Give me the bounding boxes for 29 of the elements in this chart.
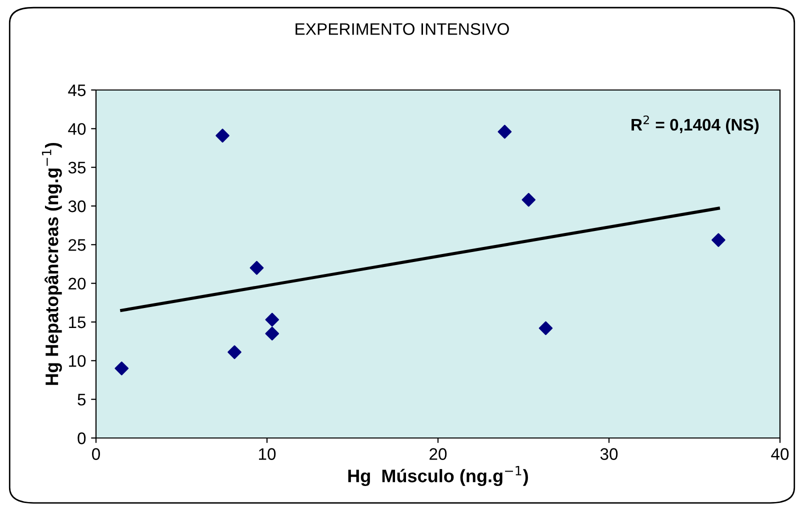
y-tick-label: 20 bbox=[68, 278, 86, 290]
x-tick-label: 0 bbox=[92, 448, 100, 460]
y-tick-label: 45 bbox=[68, 84, 86, 96]
point bbox=[250, 260, 264, 275]
x-tick-label: 40 bbox=[771, 448, 789, 460]
point bbox=[712, 233, 726, 247]
point bbox=[538, 321, 553, 336]
y-tick-label: 10 bbox=[69, 355, 86, 367]
x-tick-label: 30 bbox=[600, 448, 618, 460]
point bbox=[114, 361, 129, 376]
point bbox=[228, 345, 242, 360]
annotation: R$^{2}$ = 0,1404 (NS) bbox=[632, 115, 759, 134]
y-tick-label: 0 bbox=[78, 432, 86, 444]
chart-title: EXPERIMENTO INTENSIVO bbox=[296, 23, 509, 35]
y-tick-label: 5 bbox=[78, 394, 86, 406]
x-axis-title: Hg Músculo (ng.g$^{−1}$) bbox=[348, 466, 528, 486]
y-tick-label: 40 bbox=[68, 123, 86, 135]
y-tick-label: 25 bbox=[68, 239, 86, 251]
point bbox=[265, 326, 280, 341]
x-tick-label: 20 bbox=[430, 448, 447, 460]
point bbox=[265, 312, 280, 327]
point bbox=[498, 124, 512, 139]
y-tick-label: 30 bbox=[68, 200, 86, 212]
y-tick-label: 15 bbox=[69, 316, 86, 328]
x-tick-label: 10 bbox=[259, 448, 276, 460]
point bbox=[522, 192, 536, 207]
y-axis-title: Hg Hepatopâncreas (ng.g$^{−1}$) bbox=[42, 142, 62, 385]
point bbox=[216, 128, 230, 143]
y-tick-label: 35 bbox=[68, 162, 86, 174]
